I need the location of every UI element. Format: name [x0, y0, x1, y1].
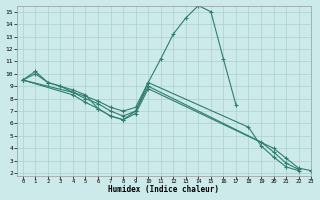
X-axis label: Humidex (Indice chaleur): Humidex (Indice chaleur): [108, 185, 220, 194]
